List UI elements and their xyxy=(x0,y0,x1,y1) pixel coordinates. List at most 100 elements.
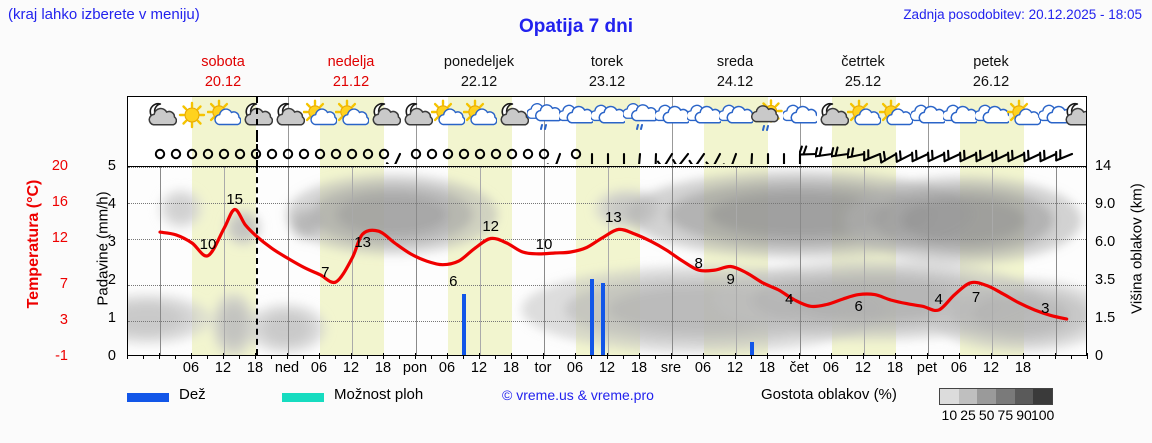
wind-barb-icon xyxy=(959,136,993,164)
temperature-tick-label: 16 xyxy=(51,194,68,211)
cloud-density-swatch xyxy=(977,389,996,404)
x-tick-mark xyxy=(511,353,512,359)
wind-calm-icon xyxy=(511,136,545,164)
cloud-height-tick-label: 6.0 xyxy=(1095,234,1116,250)
location-menu-hint[interactable]: (kraj lahko izberete v meniju) xyxy=(8,6,200,23)
cloud-density-swatch xyxy=(940,389,959,404)
x-tick-mark xyxy=(783,355,784,359)
x-tick-mark xyxy=(383,353,384,359)
moon-cloud-icon xyxy=(495,99,530,133)
cloud-icon xyxy=(717,99,756,133)
x-tick-mark xyxy=(1039,355,1040,359)
x-tick-label: 12 xyxy=(342,360,360,376)
x-tick-mark xyxy=(287,353,288,359)
x-tick-label: 06 xyxy=(438,360,456,376)
x-tick-label: pet xyxy=(916,360,938,376)
cloud-icon xyxy=(909,99,948,133)
x-tick-label: sre xyxy=(660,360,682,376)
day-header-sobota: sobota 20.12 xyxy=(159,52,287,94)
precipitation-tick-label: 2 xyxy=(107,272,116,288)
wind-barb-icon xyxy=(975,136,1009,164)
day-name: torek xyxy=(590,54,624,70)
wind-barb-icon xyxy=(830,136,865,164)
x-tick-mark xyxy=(767,353,768,359)
x-tick-label: 06 xyxy=(566,360,584,376)
sun-cloud-icon xyxy=(1006,99,1042,133)
moon-cloud-icon xyxy=(815,99,850,133)
wind-calm-icon xyxy=(271,136,305,164)
x-tick-mark xyxy=(671,353,672,359)
x-tick-mark xyxy=(879,355,880,359)
precipitation-tick-label: 1 xyxy=(107,310,116,326)
moon-cloud-icon xyxy=(399,99,434,133)
x-tick-mark xyxy=(303,355,304,359)
rain-legend-swatch xyxy=(127,393,169,402)
rain-bar xyxy=(590,279,594,355)
wind-barb-icon xyxy=(991,136,1025,164)
wind-calm-icon xyxy=(415,136,449,164)
x-tick-label: 18 xyxy=(502,360,520,376)
wind-calm-icon xyxy=(255,136,289,164)
x-tick-mark xyxy=(815,355,816,359)
x-tick-mark xyxy=(575,353,576,359)
x-tick-label: 12 xyxy=(982,360,1000,376)
cloud-icon xyxy=(941,99,980,133)
x-tick-mark xyxy=(719,355,720,359)
wind-calm-icon xyxy=(527,136,561,164)
day-divider xyxy=(928,136,929,166)
showers-legend-swatch xyxy=(282,393,324,402)
x-tick-mark xyxy=(223,353,224,359)
wind-calm-icon xyxy=(175,136,209,164)
x-tick-label: 06 xyxy=(822,360,840,376)
x-tick-label: 06 xyxy=(182,360,200,376)
x-tick-mark xyxy=(687,355,688,359)
moon-cloud-icon xyxy=(367,99,402,133)
wind-barb-icon xyxy=(1039,136,1073,164)
current-time-marker xyxy=(256,167,258,355)
temperature-tick-label: 7 xyxy=(59,275,68,292)
x-tick-mark xyxy=(655,355,656,359)
x-tick-mark xyxy=(479,353,480,359)
x-tick-mark xyxy=(1071,355,1072,359)
vertical-gridline xyxy=(608,167,609,355)
day-divider xyxy=(672,136,673,166)
x-tick-label: 18 xyxy=(886,360,904,376)
rain-legend-label: Dež xyxy=(179,386,206,403)
horizontal-gridline xyxy=(128,320,1086,322)
x-tick-mark xyxy=(415,353,416,359)
current-time-marker xyxy=(256,136,258,166)
temperature-value-label: 9 xyxy=(726,270,735,288)
day-divider xyxy=(416,136,417,166)
moon-cloud-icon xyxy=(1060,99,1086,133)
cloud-height-tick-label: 9.0 xyxy=(1095,196,1116,212)
x-tick-mark xyxy=(975,355,976,359)
temperature-value-label: 10 xyxy=(199,236,217,254)
precipitation-tick-label: 3 xyxy=(107,234,116,250)
cloud-density-tick-label: 25 xyxy=(960,407,976,423)
copyright-link[interactable]: © vreme.us & vreme.pro xyxy=(502,387,654,403)
daylight-band xyxy=(704,136,768,166)
x-tick-mark xyxy=(319,353,320,359)
meteogram-plot[interactable]: 10 15 7 13 6 12 10 13 8 9 4 6 4 7 3 xyxy=(127,166,1087,356)
wind-calm-icon xyxy=(223,136,257,164)
vertical-gridline xyxy=(800,167,801,355)
horizontal-gridline xyxy=(128,284,1086,286)
precipitation-tick-label: 5 xyxy=(107,158,116,174)
wind-calm-icon xyxy=(351,136,385,164)
x-tick-mark xyxy=(847,355,848,359)
x-tick-mark xyxy=(143,355,144,359)
vertical-gridline xyxy=(1056,167,1057,355)
vertical-gridline xyxy=(864,167,865,355)
wind-barb-icon xyxy=(1007,136,1041,164)
x-tick-label: tor xyxy=(534,360,552,376)
x-tick-mark xyxy=(639,353,640,359)
sun-cloud-icon xyxy=(334,99,370,133)
cloud-icon xyxy=(589,99,628,133)
day-name: sobota xyxy=(201,54,245,70)
cloud-height-axis-title: Višina oblakov (km) xyxy=(1128,183,1146,314)
wind-calm-icon xyxy=(447,136,481,164)
vertical-gridline xyxy=(416,167,417,355)
x-tick-mark xyxy=(1007,355,1008,359)
day-name: sreda xyxy=(716,54,754,70)
x-tick-mark xyxy=(735,353,736,359)
